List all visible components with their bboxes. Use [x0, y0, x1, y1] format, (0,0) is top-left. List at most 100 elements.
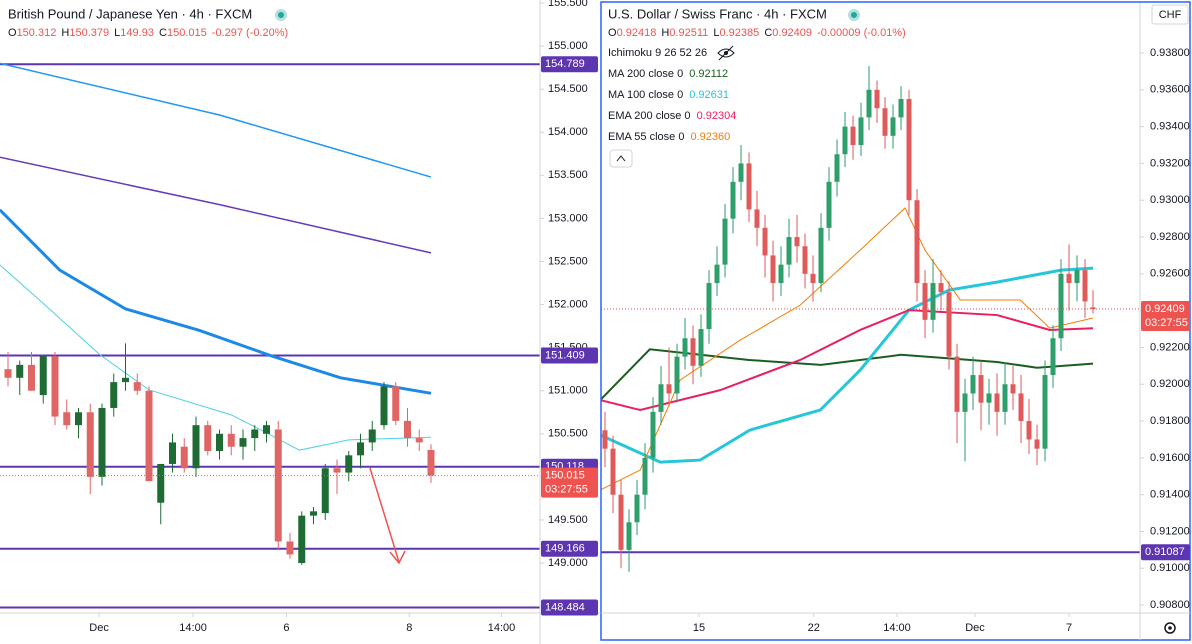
candle-body [986, 393, 992, 403]
header-bg [0, 4, 300, 44]
candle-body [906, 99, 912, 201]
level-label: 0.91087 [1145, 546, 1185, 558]
candle-body [28, 364, 35, 391]
candle-body [610, 448, 616, 495]
chart-title: British Pound / Japanese Yen · 4h · FXCM [8, 6, 252, 21]
level-label-bg [541, 599, 598, 616]
price-label: 0.92409 [1145, 303, 1185, 315]
level-label: 154.789 [545, 58, 585, 70]
y-tick-label: 149.500 [548, 514, 588, 526]
x-tick-label: 7 [1066, 622, 1072, 634]
ma-line [0, 156, 432, 254]
candle-body [145, 390, 153, 482]
legend-name: MA 100 close 0 [608, 89, 683, 101]
x-tick-label: Dec [965, 622, 985, 634]
collapse-icon [616, 155, 626, 162]
y-tick-label: 153.000 [548, 212, 588, 224]
y-tick-label: 0.93600 [1150, 84, 1190, 96]
candle-body [63, 412, 71, 426]
legend-entry: MA 100 close 0 0.92631 [608, 89, 729, 101]
candle-body [392, 386, 400, 421]
candle-body [810, 273, 816, 284]
candle-body [994, 393, 1000, 412]
y-tick-label: 152.500 [548, 255, 588, 267]
candle-body [227, 433, 235, 447]
ma-line [0, 62, 432, 178]
ma-line [0, 264, 432, 451]
candle-body [882, 108, 888, 136]
candle-body [690, 338, 696, 366]
candle-body [666, 384, 672, 394]
candle-body [658, 384, 664, 412]
x-tick-label: 14:00 [488, 622, 516, 634]
candle-body [75, 412, 82, 426]
candle-body [642, 457, 648, 495]
ma-line [601, 207, 1094, 491]
candle-body [706, 283, 712, 330]
annotation-arrow [369, 467, 406, 565]
candle-body [930, 283, 936, 320]
candle-body [850, 126, 856, 146]
candle-body [618, 494, 624, 550]
x-tick-label: 6 [283, 622, 289, 634]
candle-body [794, 237, 800, 247]
ohlc-value: 150.312 [17, 27, 57, 39]
candle-body [380, 386, 388, 426]
candle-body [834, 154, 840, 182]
candle-body [602, 430, 608, 449]
candle-body [946, 292, 952, 357]
candle-body [818, 227, 824, 284]
level-label-bg [541, 56, 598, 73]
legend-value: 0.92631 [689, 89, 729, 101]
y-tick-label: 153.500 [548, 169, 588, 181]
candle-body [1082, 270, 1088, 302]
y-tick-label: 155.000 [548, 40, 588, 52]
candle-body [98, 407, 106, 477]
candle-body [682, 338, 688, 357]
candle-body [866, 89, 872, 118]
x-tick-label: 8 [406, 622, 412, 634]
legend-entry: EMA 200 close 0 0.92304 [608, 110, 736, 122]
candle-body [1034, 439, 1040, 449]
candle-body [157, 463, 165, 503]
price-label-bg [1141, 300, 1190, 331]
ohlc-prefix: C [159, 27, 167, 39]
x-tick-label: Dec [89, 622, 109, 634]
candle-body [298, 515, 306, 564]
x-tick-label: 14:00 [179, 622, 207, 634]
x-tick-label: 15 [693, 622, 705, 634]
settings-icon[interactable] [1164, 622, 1176, 634]
countdown: 03:27:55 [1145, 317, 1188, 329]
candle-body [274, 429, 282, 542]
candle-body [180, 446, 188, 469]
collapse-button[interactable] [609, 149, 633, 168]
level-label: 149.166 [545, 543, 585, 555]
candle-body [1074, 270, 1080, 284]
candle-body [754, 209, 760, 228]
candle-body [1090, 307, 1096, 309]
ohlc-value: 150.015 [167, 27, 207, 39]
candle-body [914, 200, 920, 284]
legend-name: MA 200 close 0 [608, 68, 683, 80]
candle-body [778, 264, 784, 284]
candle-body [954, 356, 960, 412]
candle-body [286, 541, 294, 555]
eye-icon[interactable] [717, 45, 735, 61]
candle-body [786, 237, 792, 265]
currency-label: CHF [1159, 9, 1182, 21]
candle-body [239, 438, 247, 447]
candle-body [404, 420, 411, 439]
candle-body [357, 442, 364, 456]
candle-body [922, 283, 928, 320]
candle-body [415, 438, 423, 443]
legend-entry: MA 200 close 0 0.92112 [608, 68, 728, 80]
indicator-label: Ichimoku 9 26 52 26 [608, 47, 707, 59]
level-label: 151.409 [545, 349, 585, 361]
y-tick-label: 155.500 [548, 0, 588, 9]
status-icon [278, 12, 284, 18]
legend-value: 0.92360 [690, 131, 730, 143]
currency-button[interactable] [1151, 4, 1189, 25]
candle-body [133, 382, 141, 391]
candle-body [674, 356, 680, 394]
